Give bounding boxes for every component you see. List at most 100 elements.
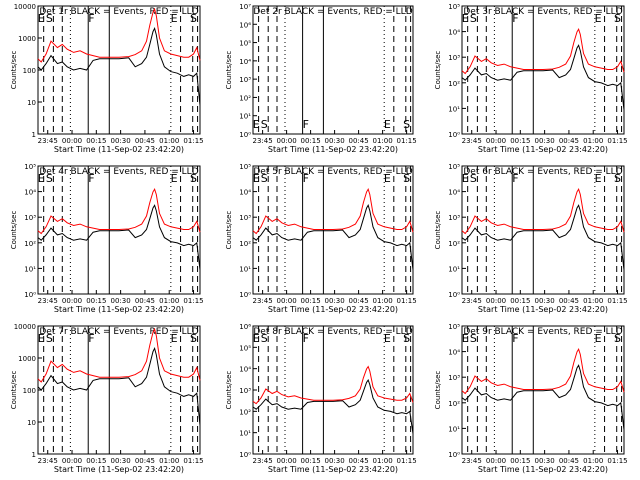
det-2r-marker-f: F: [303, 118, 309, 131]
det-5r-x-axis-label: Start Time (11-Sep-02 23:42:20): [268, 305, 398, 314]
det-4r-y-axis-label: Counts/sec: [10, 211, 18, 250]
det-9r-y-tick-label: 10⁰: [448, 451, 460, 459]
det-1r-x-tick-label: 00:00: [62, 137, 82, 145]
det-1r-x-tick-label: 23:45: [38, 137, 58, 145]
det-8r-marker-e: E: [253, 332, 260, 345]
det-2r-x-tick-label: 23:45: [253, 137, 273, 145]
det-5r-y-tick-label: 10⁰: [239, 291, 251, 299]
det-2r-y-axis-label: Counts/sec: [225, 51, 233, 90]
det-2r-x-tick-label: 00:15: [301, 137, 321, 145]
det-9r-y-axis-label: Counts/sec: [434, 371, 442, 410]
det-6r-marker-f: F: [512, 172, 518, 185]
det-8r-marker-s: S: [403, 332, 410, 345]
det-5r-y-tick-label: 10⁴: [239, 189, 251, 197]
det-9r-lld-series-line: [461, 347, 625, 395]
det-9r-y-tick-label: 10⁴: [448, 349, 460, 357]
det-6r-title: Det 6r BLACK = Events, RED = LLD: [463, 167, 622, 177]
det-9r-marker-s: S: [470, 332, 477, 345]
det-1r-y-tick-label: 1: [32, 131, 36, 139]
det-2r-x-axis-label: Start Time (11-Sep-02 23:42:20): [268, 145, 398, 154]
det-3r-events-series-line: [461, 44, 625, 110]
det-3r-y-tick-label: 10⁰: [448, 131, 460, 139]
det-8r-y-tick-label: 10¹: [239, 430, 251, 438]
det-7r-x-tick-label: 00:00: [62, 457, 82, 465]
det-6r-x-tick-label: 23:45: [462, 297, 482, 305]
det-4r-events-series-line: [37, 204, 201, 270]
det-6r-x-axis-label: Start Time (11-Sep-02 23:42:20): [478, 305, 608, 314]
det-3r-marker-s: S: [614, 12, 621, 25]
det-6r-x-tick-label: 01:00: [583, 297, 603, 305]
det-4r-y-tick-label: 10²: [24, 240, 36, 248]
det-1r-y-tick-label: 10000: [14, 3, 36, 11]
det-1r-x-tick-label: 00:45: [135, 137, 155, 145]
det-9r-y-tick-label: 10³: [448, 374, 460, 382]
det-6r-y-tick-label: 10³: [448, 214, 460, 222]
det-9r-marker-e: E: [462, 332, 469, 345]
det-6r-y-tick-label: 10⁴: [448, 189, 460, 197]
det-8r-marker-f: F: [303, 332, 309, 345]
det-8r-x-tick-label: 01:00: [373, 457, 393, 465]
det-4r-lld-series-line: [37, 187, 201, 235]
det-5r-y-tick-label: 10²: [239, 240, 251, 248]
det-8r-y-tick-label: 10⁶: [239, 323, 251, 331]
det-2r-marker-s: S: [403, 118, 410, 131]
det-8r-y-tick-label: 10³: [239, 387, 251, 395]
det-9r-x-tick-label: 00:15: [510, 457, 530, 465]
det-3r-x-tick-label: 00:15: [510, 137, 530, 145]
det-2r-y-tick-label: 10⁴: [239, 58, 251, 66]
det-6r-y-tick-label: 10¹: [448, 265, 460, 273]
det-1r-marker-s: S: [46, 12, 53, 25]
det-5r-marker-s: S: [403, 172, 410, 185]
det-3r-lld-series-line: [461, 27, 625, 75]
det-5r-marker-e: E: [384, 172, 391, 185]
det-4r-marker-s: S: [190, 172, 197, 185]
det-5r-marker-f: F: [303, 172, 309, 185]
det-1r-marker-e: E: [38, 12, 45, 25]
det-8r-y-tick-label: 10²: [239, 408, 251, 416]
det-5r-x-tick-label: 00:30: [325, 297, 345, 305]
det-4r-title: Det 4r BLACK = Events, RED = LLD: [39, 167, 198, 177]
det-8r-x-axis-label: Start Time (11-Sep-02 23:42:20): [268, 465, 398, 474]
det-4r-y-tick-label: 10³: [24, 214, 36, 222]
det-3r-y-tick-label: 10⁴: [448, 29, 460, 37]
det-9r-x-axis-label: Start Time (11-Sep-02 23:42:20): [478, 465, 608, 474]
det-4r-x-tick-label: 23:45: [38, 297, 58, 305]
det-7r-marker-e: E: [38, 332, 45, 345]
det-3r-y-tick-label: 10⁵: [448, 3, 460, 11]
det-1r-x-tick-label: 00:15: [86, 137, 106, 145]
det-1r-title: Det 1r BLACK = Events, RED = LLD: [39, 7, 198, 17]
det-4r-x-tick-label: 00:00: [62, 297, 82, 305]
det-5r-plot-frame: [252, 165, 414, 295]
det-1r-marker-e: E: [171, 12, 178, 25]
det-2r-y-tick-label: 10⁵: [239, 40, 251, 48]
det-6r-x-tick-label: 00:45: [559, 297, 579, 305]
det-5r-x-tick-label: 00:45: [349, 297, 369, 305]
det-6r-x-tick-label: 00:30: [535, 297, 555, 305]
det-4r-plot-frame: [37, 165, 201, 295]
det-4r-marker-f: F: [88, 172, 94, 185]
det-4r-x-tick-label: 01:15: [183, 297, 203, 305]
det-7r-x-tick-label: 01:15: [183, 457, 203, 465]
det-2r-plot-frame: [252, 5, 414, 135]
det-1r-y-axis-label: Counts/sec: [10, 51, 18, 90]
det-5r-x-tick-label: 00:15: [301, 297, 321, 305]
det-7r-x-tick-label: 23:45: [38, 457, 58, 465]
det-8r-y-tick-label: 10⁰: [239, 451, 251, 459]
det-6r-y-tick-label: 10⁵: [448, 163, 460, 171]
det-3r-title: Det 3r BLACK = Events, RED = LLD: [463, 7, 622, 17]
det-7r-marker-s: S: [190, 332, 197, 345]
det-7r-y-tick-label: 10: [27, 419, 36, 427]
det-9r-y-tick-label: 10¹: [448, 425, 460, 433]
det-2r-y-tick-label: 10⁰: [239, 131, 251, 139]
det-2r-x-tick-label: 00:30: [325, 137, 345, 145]
det-9r-x-tick-label: 00:45: [559, 457, 579, 465]
det-5r-title: Det 5r BLACK = Events, RED = LLD: [253, 167, 412, 177]
det-4r-y-tick-label: 10⁰: [24, 291, 36, 299]
det-7r-y-axis-label: Counts/sec: [10, 371, 18, 410]
det-1r-y-tick-label: 1000: [18, 35, 36, 43]
det-3r-x-tick-label: 00:45: [559, 137, 579, 145]
det-9r-marker-e: E: [595, 332, 602, 345]
det-9r-x-tick-label: 01:15: [607, 457, 627, 465]
det-3r-plot-frame: [461, 5, 625, 135]
det-5r-y-axis-label: Counts/sec: [225, 211, 233, 250]
